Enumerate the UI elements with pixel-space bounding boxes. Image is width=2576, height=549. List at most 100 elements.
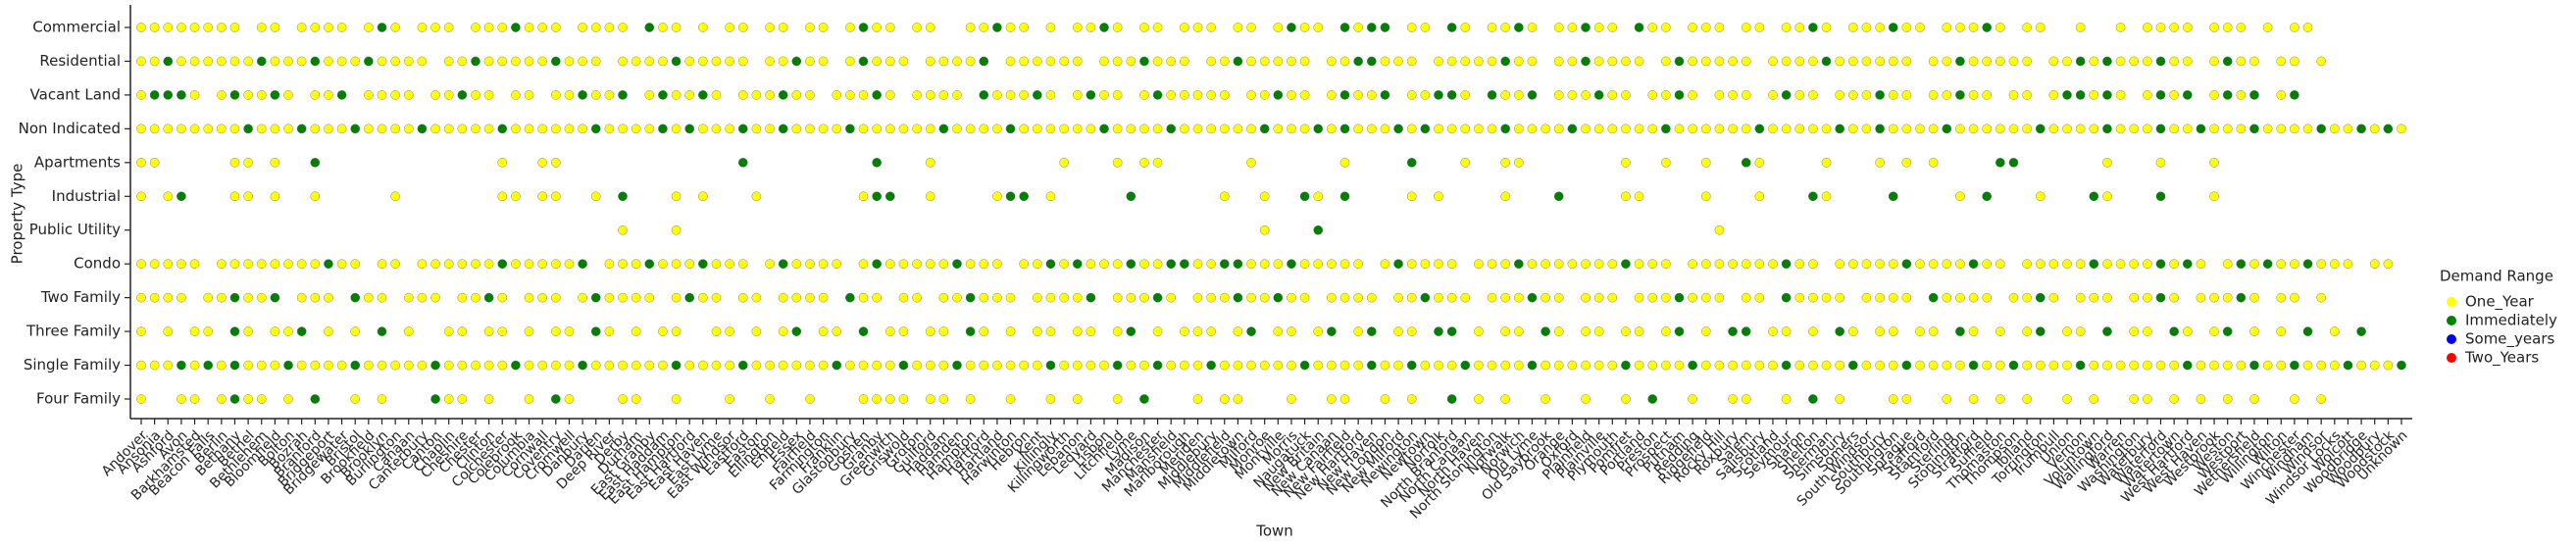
point [256, 23, 267, 32]
point [1460, 360, 1471, 371]
point [791, 326, 802, 336]
point [1995, 394, 2005, 404]
point [1287, 292, 1296, 303]
point [1033, 360, 1042, 371]
point [952, 292, 962, 303]
point [1607, 292, 1618, 303]
point [1714, 360, 1725, 371]
point [658, 360, 668, 371]
point [1192, 23, 1203, 32]
point [350, 394, 361, 404]
point [1888, 292, 1898, 303]
point [1861, 360, 1872, 371]
point [243, 326, 253, 336]
point [884, 360, 895, 371]
point [805, 56, 815, 67]
point [1072, 394, 1083, 404]
point [1768, 56, 1778, 67]
point [872, 360, 882, 371]
point [1327, 292, 1337, 303]
point [1835, 360, 1844, 371]
point [149, 360, 160, 371]
point [778, 124, 788, 134]
point [2075, 360, 2086, 371]
point [1955, 360, 1965, 371]
point [1821, 56, 1832, 67]
point [1446, 124, 1457, 134]
point [1647, 394, 1658, 404]
point [2143, 259, 2152, 269]
point [1339, 124, 1350, 134]
point [671, 56, 682, 67]
point [2169, 292, 2179, 303]
point [2129, 326, 2140, 336]
point [1875, 158, 1885, 168]
point [1968, 259, 1979, 269]
point [912, 23, 922, 32]
point [1915, 360, 1925, 371]
point [229, 158, 240, 168]
point [1647, 23, 1658, 32]
point [1299, 56, 1310, 67]
point [2062, 90, 2072, 100]
point [1059, 292, 1069, 303]
point [296, 56, 307, 67]
point [270, 23, 280, 32]
point [2115, 360, 2126, 371]
point [2222, 326, 2233, 336]
point [644, 56, 655, 67]
point [1139, 394, 1149, 404]
point [457, 90, 468, 100]
point [938, 326, 949, 336]
point [177, 124, 186, 134]
point [497, 360, 508, 371]
point [1888, 326, 1898, 336]
point [1700, 292, 1711, 303]
point [912, 360, 922, 371]
point [1567, 23, 1578, 32]
point [270, 124, 280, 134]
point [2089, 394, 2099, 404]
point [1099, 124, 1109, 134]
point [1206, 90, 1216, 100]
point [1634, 191, 1644, 202]
point [177, 259, 186, 269]
point [604, 292, 615, 303]
point [1942, 360, 1952, 371]
point [564, 124, 575, 134]
point [1541, 292, 1550, 303]
point [1888, 191, 1898, 202]
point [1942, 23, 1952, 32]
point [417, 56, 428, 67]
point [2143, 124, 2152, 134]
point [430, 23, 440, 32]
point [684, 90, 695, 100]
point [1313, 360, 1324, 371]
point [2102, 292, 2112, 303]
point [992, 90, 1002, 100]
point [805, 394, 815, 404]
point [1406, 394, 1417, 404]
point [1728, 56, 1738, 67]
point [711, 90, 722, 100]
point [350, 292, 361, 303]
point [1781, 23, 1792, 32]
point [965, 259, 976, 269]
point [818, 292, 829, 303]
point [1661, 292, 1671, 303]
point [1955, 23, 1965, 32]
point [1219, 90, 1230, 100]
point [1728, 90, 1738, 100]
point [1474, 394, 1484, 404]
point [618, 23, 628, 32]
point [884, 394, 895, 404]
point [163, 124, 174, 134]
point [1273, 56, 1284, 67]
point [310, 23, 321, 32]
point [524, 23, 534, 32]
point [1126, 326, 1136, 336]
point [551, 90, 561, 100]
point [1647, 292, 1658, 303]
point [283, 360, 293, 371]
point [189, 259, 200, 269]
